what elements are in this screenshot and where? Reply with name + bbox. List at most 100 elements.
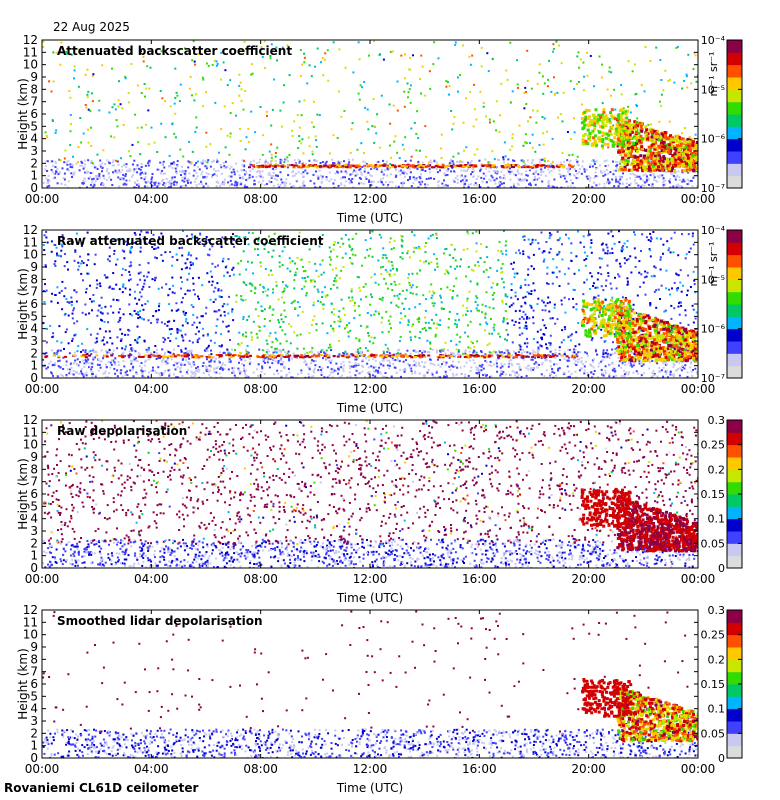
- cell: [436, 349, 439, 352]
- cell: [125, 166, 128, 169]
- cell: [397, 358, 400, 361]
- cell: [46, 136, 49, 139]
- cell: [490, 375, 493, 378]
- cell: [307, 366, 310, 369]
- cell: [527, 355, 530, 358]
- cell: [601, 147, 604, 150]
- cell: [268, 172, 271, 174]
- cell: [684, 150, 688, 154]
- cell: [202, 78, 205, 81]
- cell: [626, 140, 630, 144]
- cell: [270, 269, 272, 272]
- cell: [489, 121, 491, 124]
- cell: [694, 145, 698, 149]
- cell: [427, 161, 430, 164]
- colorbar-swatch: [727, 101, 742, 115]
- cell: [601, 125, 605, 129]
- cell: [562, 339, 565, 341]
- cell: [89, 284, 91, 287]
- cell: [265, 183, 268, 185]
- cell: [440, 166, 444, 169]
- cell: [675, 137, 679, 141]
- y-tick-label: 12: [23, 33, 38, 47]
- cell: [684, 145, 688, 149]
- cell: [270, 176, 273, 179]
- cell: [551, 160, 554, 163]
- cell: [443, 179, 445, 182]
- cell: [50, 240, 53, 243]
- cell: [690, 370, 693, 373]
- cell: [562, 166, 566, 169]
- cell: [319, 185, 322, 188]
- cell: [141, 372, 144, 375]
- cell: [572, 358, 575, 361]
- cell: [106, 167, 109, 170]
- cell: [215, 371, 218, 374]
- cell: [580, 356, 583, 359]
- cell: [151, 369, 154, 372]
- cell: [133, 159, 136, 162]
- cell: [514, 374, 517, 377]
- cell: [355, 364, 358, 367]
- cell: [589, 176, 592, 179]
- cell: [90, 353, 93, 356]
- cell: [156, 185, 159, 188]
- cell: [426, 164, 430, 167]
- cell: [357, 164, 361, 167]
- cell: [417, 350, 420, 353]
- cell: [676, 45, 679, 48]
- cell: [91, 162, 94, 164]
- cell: [303, 52, 306, 55]
- cell: [561, 164, 565, 167]
- cell: [343, 109, 346, 112]
- cell: [306, 172, 309, 175]
- cell: [407, 96, 409, 99]
- cell: [629, 127, 633, 131]
- cell: [120, 177, 123, 179]
- cell: [175, 181, 178, 184]
- cell: [673, 169, 676, 173]
- cell: [596, 121, 600, 125]
- cell: [181, 165, 183, 168]
- cell: [590, 121, 594, 125]
- cell: [90, 361, 93, 364]
- cell: [48, 184, 51, 187]
- cell: [124, 348, 127, 351]
- cell: [83, 177, 86, 180]
- cell: [260, 174, 263, 177]
- cell: [133, 170, 136, 173]
- panel-title: Attenuated backscatter coefficient: [57, 44, 292, 58]
- cell: [625, 116, 629, 120]
- cell: [357, 350, 360, 353]
- cell: [144, 241, 147, 244]
- cell: [666, 136, 670, 140]
- cell: [633, 362, 636, 365]
- cell: [164, 136, 167, 139]
- cell: [171, 176, 174, 179]
- cell: [534, 165, 538, 168]
- cell: [507, 158, 510, 161]
- cell: [270, 156, 273, 159]
- cell: [410, 367, 413, 370]
- cell: [618, 175, 621, 178]
- cell: [155, 371, 158, 374]
- cell: [206, 165, 209, 168]
- cell: [308, 159, 311, 162]
- cell: [587, 175, 590, 177]
- cell: [364, 161, 367, 164]
- cell: [544, 309, 547, 312]
- cell: [217, 181, 220, 184]
- cell: [636, 163, 640, 167]
- cell: [261, 367, 264, 370]
- cell: [201, 170, 204, 173]
- cell: [616, 137, 620, 141]
- cell: [379, 371, 381, 374]
- cell: [693, 52, 696, 55]
- cell: [198, 168, 201, 171]
- cell: [516, 83, 519, 86]
- cell: [343, 364, 345, 367]
- cell: [444, 376, 447, 378]
- cell: [658, 156, 662, 160]
- cell: [671, 136, 675, 140]
- cell: [176, 165, 179, 168]
